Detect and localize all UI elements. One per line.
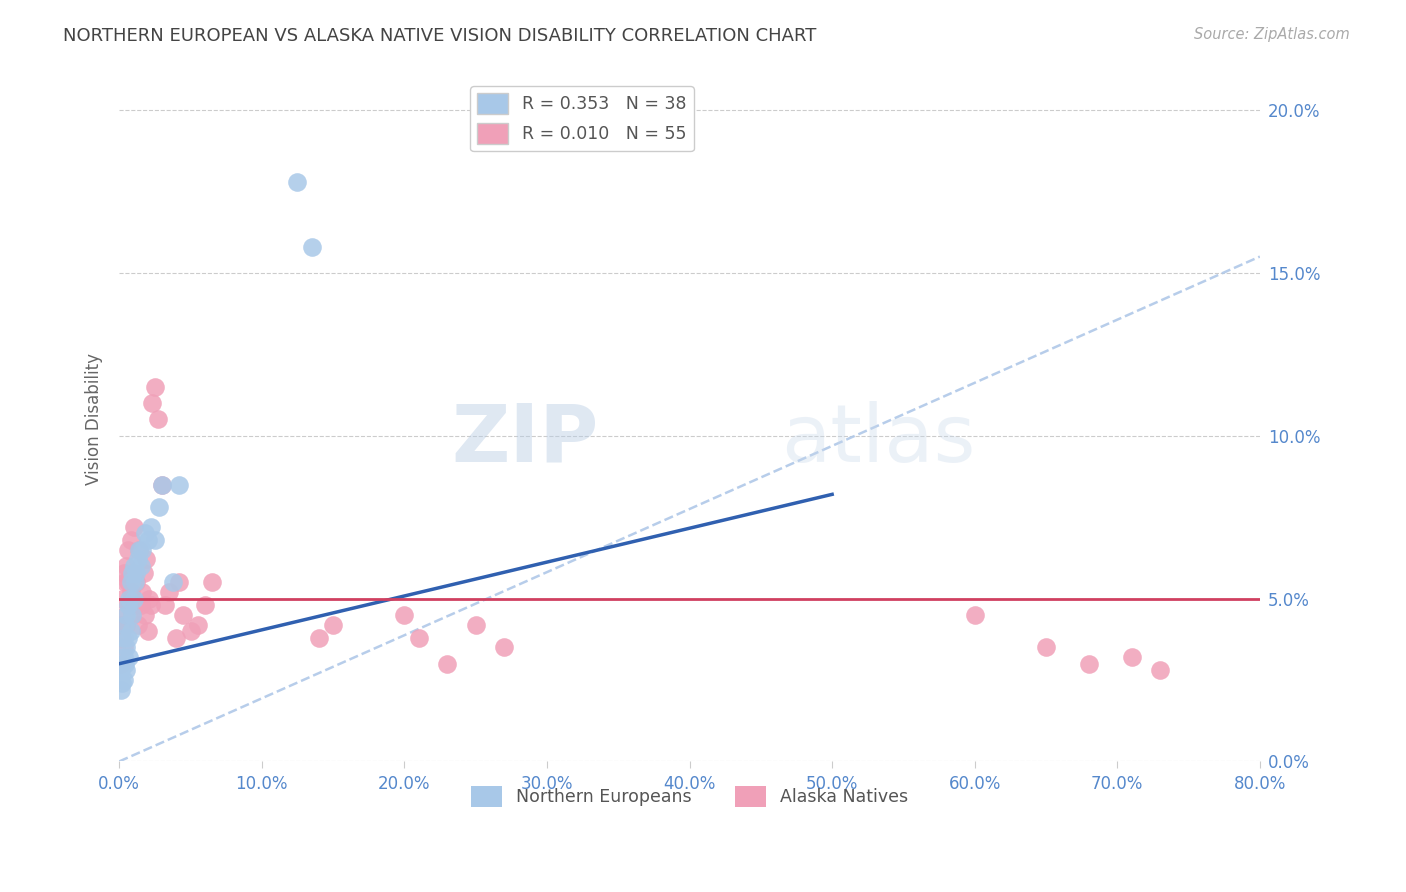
Point [112,631,135,645]
Point [117,598,139,612]
Point [118,591,141,606]
Point [121,607,143,622]
Point [120,533,142,547]
Point [121,607,143,622]
Point [117,631,139,645]
Point [111,591,134,606]
Point [1077,657,1099,671]
Point [124,598,146,612]
Point [172,607,194,622]
Point [121,566,143,580]
Point [963,607,986,622]
Point [120,624,142,639]
Point [110,617,132,632]
Point [136,624,159,639]
Point [146,412,169,426]
Point [322,617,344,632]
Point [187,617,209,632]
Point [143,380,166,394]
Point [111,657,134,671]
Point [127,617,149,632]
Point [1121,650,1143,665]
Point [115,617,138,632]
Point [165,631,187,645]
Point [122,591,145,606]
Point [131,585,153,599]
Point [287,175,309,189]
Point [122,520,145,534]
Point [131,542,153,557]
Point [115,607,138,622]
Text: NORTHERN EUROPEAN VS ALASKA NATIVE VISION DISABILITY CORRELATION CHART: NORTHERN EUROPEAN VS ALASKA NATIVE VISIO… [63,27,817,45]
Point [436,657,458,671]
Point [125,575,148,590]
Point [194,598,217,612]
Point [114,607,136,622]
Point [162,575,184,590]
Point [118,598,141,612]
Point [138,591,160,606]
Point [128,542,150,557]
Point [110,663,132,677]
Point [127,552,149,566]
Point [120,585,142,599]
Point [112,673,135,687]
Point [110,682,132,697]
Legend: Northern Europeans, Alaska Natives: Northern Europeans, Alaska Natives [464,780,915,814]
Point [136,533,159,547]
Point [1035,640,1057,655]
Point [118,650,141,665]
Point [117,575,139,590]
Point [167,477,190,491]
Point [201,575,224,590]
Point [112,566,135,580]
Point [139,520,162,534]
Point [157,585,180,599]
Point [111,631,134,645]
Point [114,575,136,590]
Point [111,676,134,690]
Point [408,631,430,645]
Text: Source: ZipAtlas.com: Source: ZipAtlas.com [1194,27,1350,42]
Point [114,657,136,671]
Point [153,598,176,612]
Point [112,650,135,665]
Point [115,663,138,677]
Point [129,559,152,574]
Point [117,542,139,557]
Point [114,617,136,632]
Point [112,640,135,655]
Point [110,657,132,671]
Point [148,500,170,515]
Point [134,526,156,541]
Point [150,477,173,491]
Point [135,552,157,566]
Point [1149,663,1171,677]
Point [301,240,323,254]
Text: atlas: atlas [780,401,976,479]
Y-axis label: Vision Disability: Vision Disability [86,353,103,485]
Point [394,607,416,622]
Point [167,575,190,590]
Point [125,566,148,580]
Point [134,607,156,622]
Point [122,566,145,580]
Point [494,640,516,655]
Point [128,542,150,557]
Point [139,598,162,612]
Point [141,396,163,410]
Point [150,477,173,491]
Point [180,624,202,639]
Point [115,559,138,574]
Point [464,617,486,632]
Point [129,598,152,612]
Text: ZIP: ZIP [451,401,599,479]
Point [308,631,330,645]
Point [143,533,166,547]
Point [122,559,145,574]
Point [115,640,138,655]
Point [132,566,155,580]
Point [124,575,146,590]
Point [120,575,142,590]
